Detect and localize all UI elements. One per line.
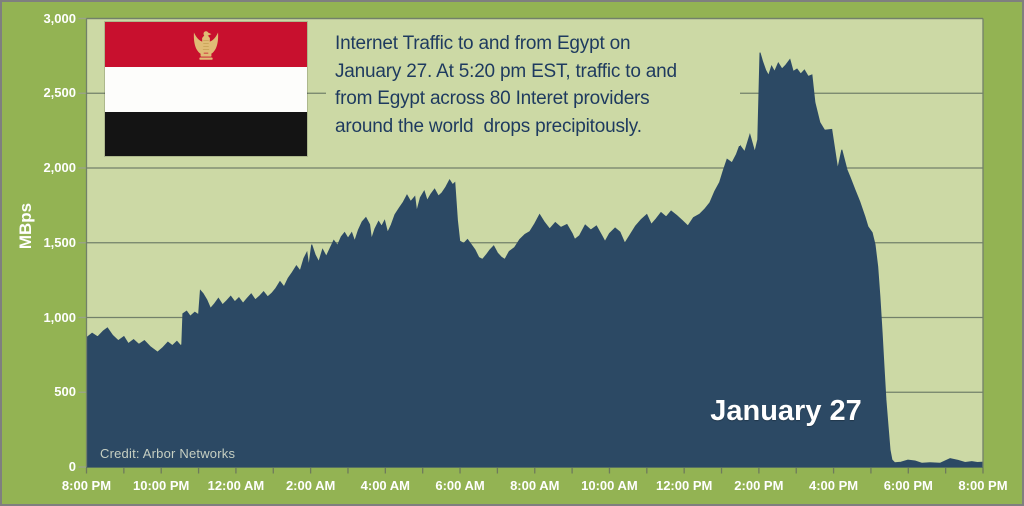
y-tick-label-3000: 3,000 <box>43 10 76 26</box>
x-tick-label-1: 10:00 PM <box>133 478 190 493</box>
annotation-line-1: Internet Traffic to and from Egypt on <box>335 33 631 54</box>
y-tick-label-0: 0 <box>68 459 76 474</box>
flag-band-white <box>105 67 307 112</box>
traffic-area-series <box>86 52 984 468</box>
credit-label: Credit: Arbor Networks <box>100 446 236 461</box>
date-label: January 27 <box>710 395 862 427</box>
y-tick-label-1000: 1,000 <box>43 309 76 325</box>
annotation-line-4: around the world drops precipitously. <box>335 115 642 137</box>
y-tick-label-1500: 1,500 <box>43 234 76 250</box>
y-axis-title: MBps <box>16 202 35 250</box>
x-tick-label-12: 8:00 PM <box>958 478 1008 493</box>
x-tick-label-11: 6:00 PM <box>883 478 933 493</box>
egypt-flag-icon <box>105 22 307 156</box>
x-tick-label-2: 12:00 AM <box>207 478 265 493</box>
x-tick-label-8: 12:00 PM <box>655 478 713 493</box>
y-tick-label-500: 500 <box>54 384 76 400</box>
x-tick-label-9: 2:00 PM <box>734 478 784 493</box>
x-tick-label-3: 2:00 AM <box>285 478 336 493</box>
x-tick-label-7: 10:00 AM <box>581 478 638 493</box>
x-tick-label-10: 4:00 PM <box>809 478 859 493</box>
x-tick-label-6: 8:00 AM <box>510 478 560 493</box>
chart-annotation: Internet Traffic to and from Egypt on Ja… <box>326 24 740 146</box>
annotation-line-2: January 27. At 5:20 pm EST, traffic to a… <box>335 60 677 82</box>
x-tick-label-4: 4:00 AM <box>360 478 411 493</box>
annotation-line-3: from Egypt across 80 Interet providers <box>335 88 650 109</box>
y-tick-label-2500: 2,500 <box>43 85 76 101</box>
eagle-of-saladin-icon <box>193 31 219 60</box>
x-tick-label-0: 8:00 PM <box>61 478 112 493</box>
flag-band-black <box>105 112 307 156</box>
x-tick-label-5: 6:00 AM <box>435 478 485 493</box>
y-tick-label-2000: 2,000 <box>43 160 76 175</box>
